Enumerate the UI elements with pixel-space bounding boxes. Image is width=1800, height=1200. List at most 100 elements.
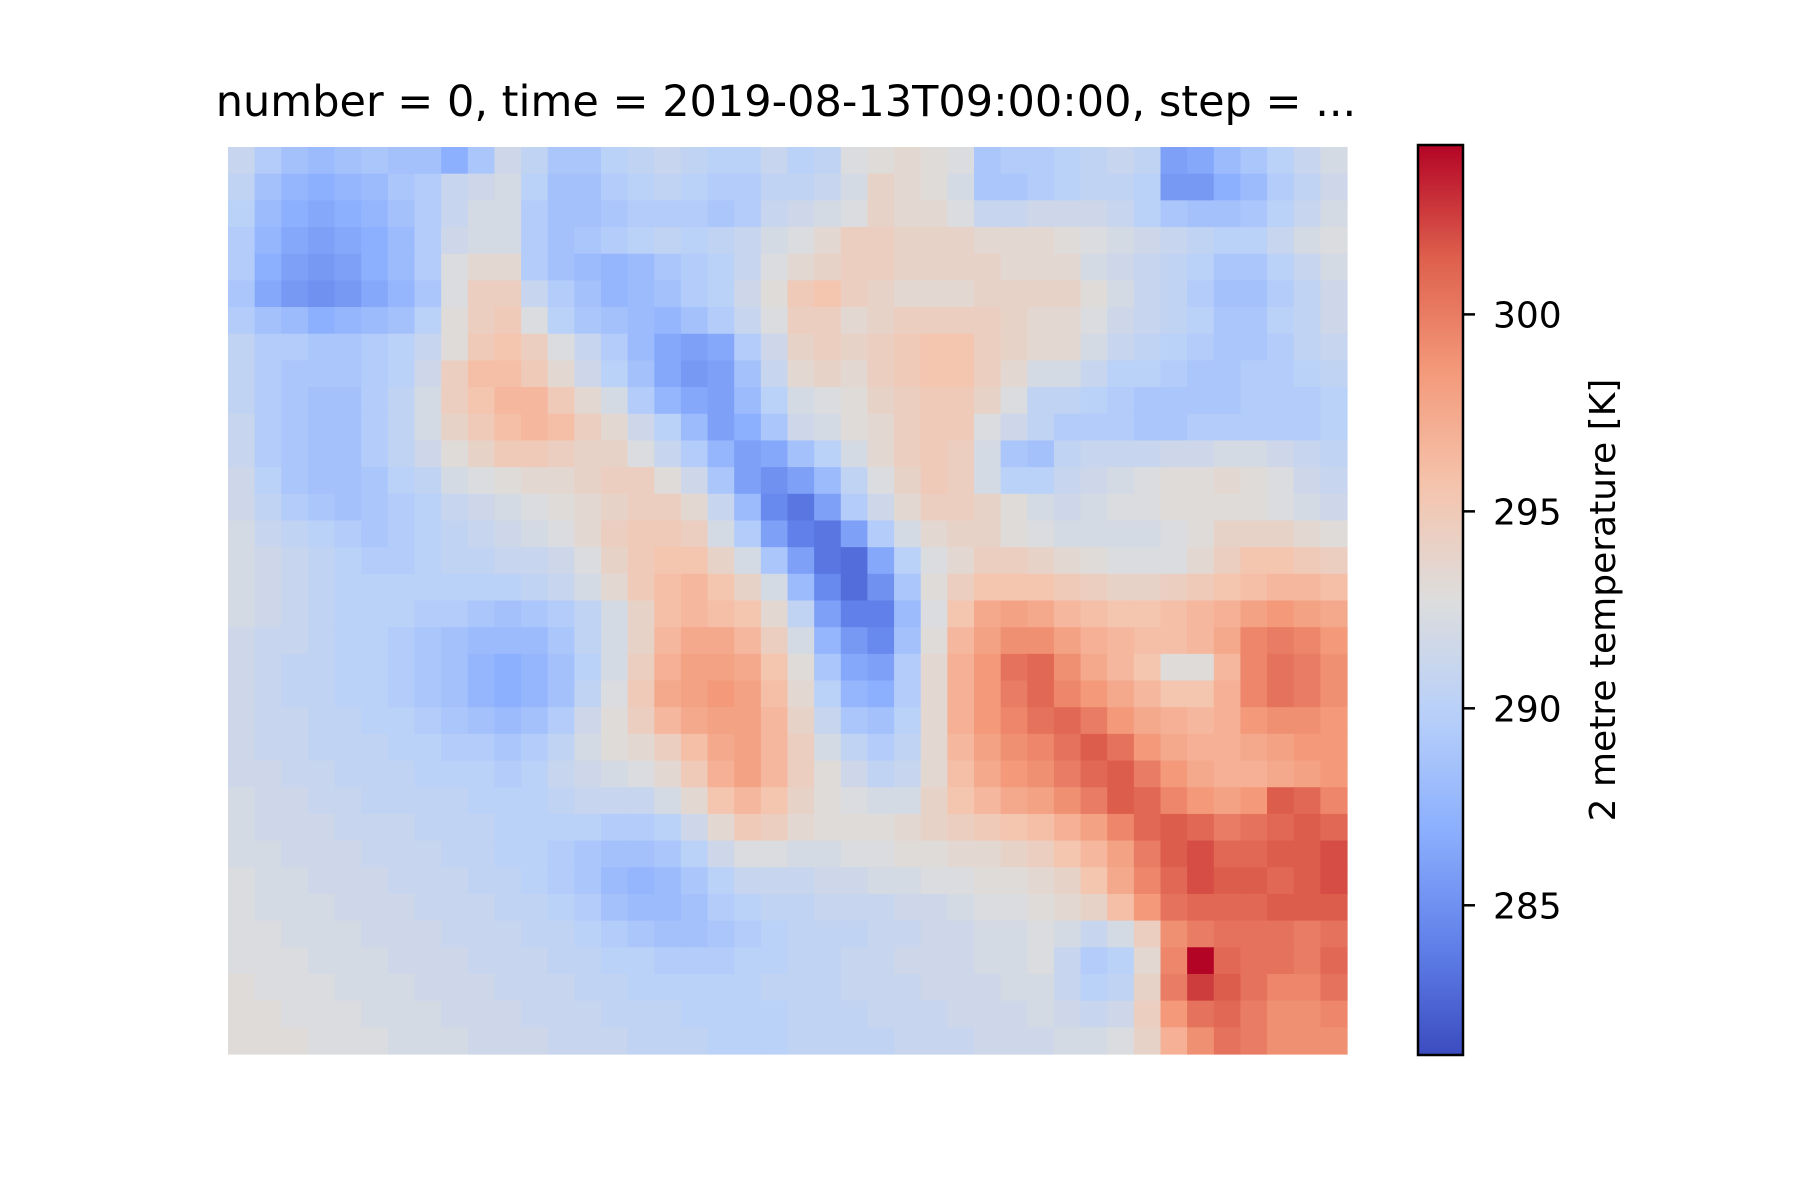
heatmap-cell: [574, 733, 602, 762]
heatmap-cell: [1240, 387, 1268, 415]
heatmap-cell: [1160, 733, 1188, 762]
heatmap-cell: [467, 893, 496, 922]
heatmap-cell: [1267, 547, 1295, 575]
heatmap-cell: [680, 707, 709, 735]
heatmap-cell: [814, 360, 842, 388]
heatmap-cell: [974, 1000, 1002, 1028]
heatmap-cell: [760, 467, 789, 495]
heatmap-cell: [547, 973, 575, 1002]
heatmap-cell: [1213, 173, 1242, 201]
heatmap-cell: [1107, 680, 1135, 708]
heatmap-cell: [1320, 147, 1348, 175]
heatmap-cell: [334, 787, 362, 815]
heatmap-cell: [521, 840, 549, 868]
heatmap-cell: [814, 787, 842, 815]
heatmap-cell: [414, 467, 442, 495]
heatmap-cell: [228, 680, 256, 708]
heatmap-cell: [1293, 173, 1321, 201]
heatmap-cell: [760, 547, 789, 575]
heatmap-cell: [840, 520, 869, 548]
heatmap-cell: [974, 280, 1002, 308]
heatmap-cell: [1187, 1000, 1215, 1028]
heatmap-cell: [1053, 840, 1082, 868]
heatmap-cell: [1053, 760, 1082, 788]
heatmap-cell: [494, 147, 522, 175]
heatmap-cell: [1160, 653, 1188, 682]
heatmap-cell: [627, 280, 655, 308]
heatmap-cell: [1320, 707, 1348, 735]
heatmap-cell: [627, 760, 655, 788]
heatmap-cell: [494, 627, 522, 655]
heatmap-cell: [814, 867, 842, 895]
heatmap-cell: [654, 600, 682, 628]
heatmap-cell: [361, 680, 389, 708]
heatmap-cell: [1267, 973, 1295, 1002]
heatmap-cell: [1187, 920, 1215, 948]
heatmap-cell: [947, 680, 975, 708]
heatmap-cell: [654, 573, 682, 602]
heatmap-cell: [1187, 573, 1215, 602]
heatmap-cell: [1027, 1000, 1055, 1028]
heatmap-cell: [1133, 547, 1162, 575]
heatmap-cell: [254, 227, 282, 255]
heatmap-cell: [307, 200, 336, 228]
heatmap-cell: [574, 893, 602, 922]
heatmap-grid: [228, 147, 1348, 1055]
heatmap-cell: [387, 707, 416, 735]
heatmap-cell: [1320, 440, 1348, 468]
heatmap-cell: [467, 200, 496, 228]
heatmap-cell: [734, 440, 762, 468]
heatmap-cell: [414, 413, 442, 442]
colorbar-gradient: [1416, 143, 1465, 1057]
heatmap-cell: [307, 733, 336, 762]
heatmap-cell: [627, 440, 655, 468]
heatmap-cell: [307, 173, 336, 201]
heatmap-cell: [334, 280, 362, 308]
heatmap-cell: [494, 280, 522, 308]
heatmap-cell: [254, 600, 282, 628]
heatmap-cell: [814, 227, 842, 255]
heatmap-cell: [1000, 253, 1028, 281]
heatmap-cell: [574, 600, 602, 628]
heatmap-cell: [1107, 920, 1135, 948]
heatmap-cell: [467, 813, 496, 842]
heatmap-cell: [947, 867, 975, 895]
heatmap-cell: [1107, 1027, 1135, 1055]
heatmap-cell: [627, 253, 655, 281]
heatmap-cell: [760, 333, 789, 362]
colorbar-tick-label: 300: [1493, 295, 1562, 336]
heatmap-cell: [1320, 840, 1348, 868]
heatmap-cell: [334, 867, 362, 895]
heatmap-cell: [1267, 680, 1295, 708]
heatmap-cell: [840, 813, 869, 842]
heatmap-cell: [1000, 520, 1028, 548]
heatmap-cell: [734, 947, 762, 975]
heatmap-cell: [1080, 147, 1108, 175]
heatmap-cell: [974, 147, 1002, 175]
heatmap-cell: [787, 413, 815, 442]
heatmap-cell: [1267, 707, 1295, 735]
heatmap-cell: [680, 280, 709, 308]
heatmap-cell: [947, 493, 975, 522]
heatmap-cell: [1000, 680, 1028, 708]
heatmap-cell: [654, 413, 682, 442]
heatmap-cell: [254, 253, 282, 281]
heatmap-cell: [894, 680, 922, 708]
heatmap-cell: [601, 973, 629, 1002]
heatmap-cell: [1160, 467, 1188, 495]
heatmap-cell: [1107, 227, 1135, 255]
heatmap-cell: [734, 493, 762, 522]
heatmap-cell: [1160, 360, 1188, 388]
heatmap-cell: [1320, 1000, 1348, 1028]
heatmap-cell: [441, 147, 469, 175]
heatmap-cell: [521, 733, 549, 762]
heatmap-cell: [441, 947, 469, 975]
heatmap-cell: [467, 253, 496, 281]
heatmap-cell: [867, 467, 895, 495]
heatmap-cell: [627, 733, 655, 762]
heatmap-cell: [281, 840, 309, 868]
heatmap-cell: [387, 973, 416, 1002]
heatmap-cell: [707, 227, 735, 255]
heatmap-cell: [574, 360, 602, 388]
heatmap-cell: [654, 653, 682, 682]
